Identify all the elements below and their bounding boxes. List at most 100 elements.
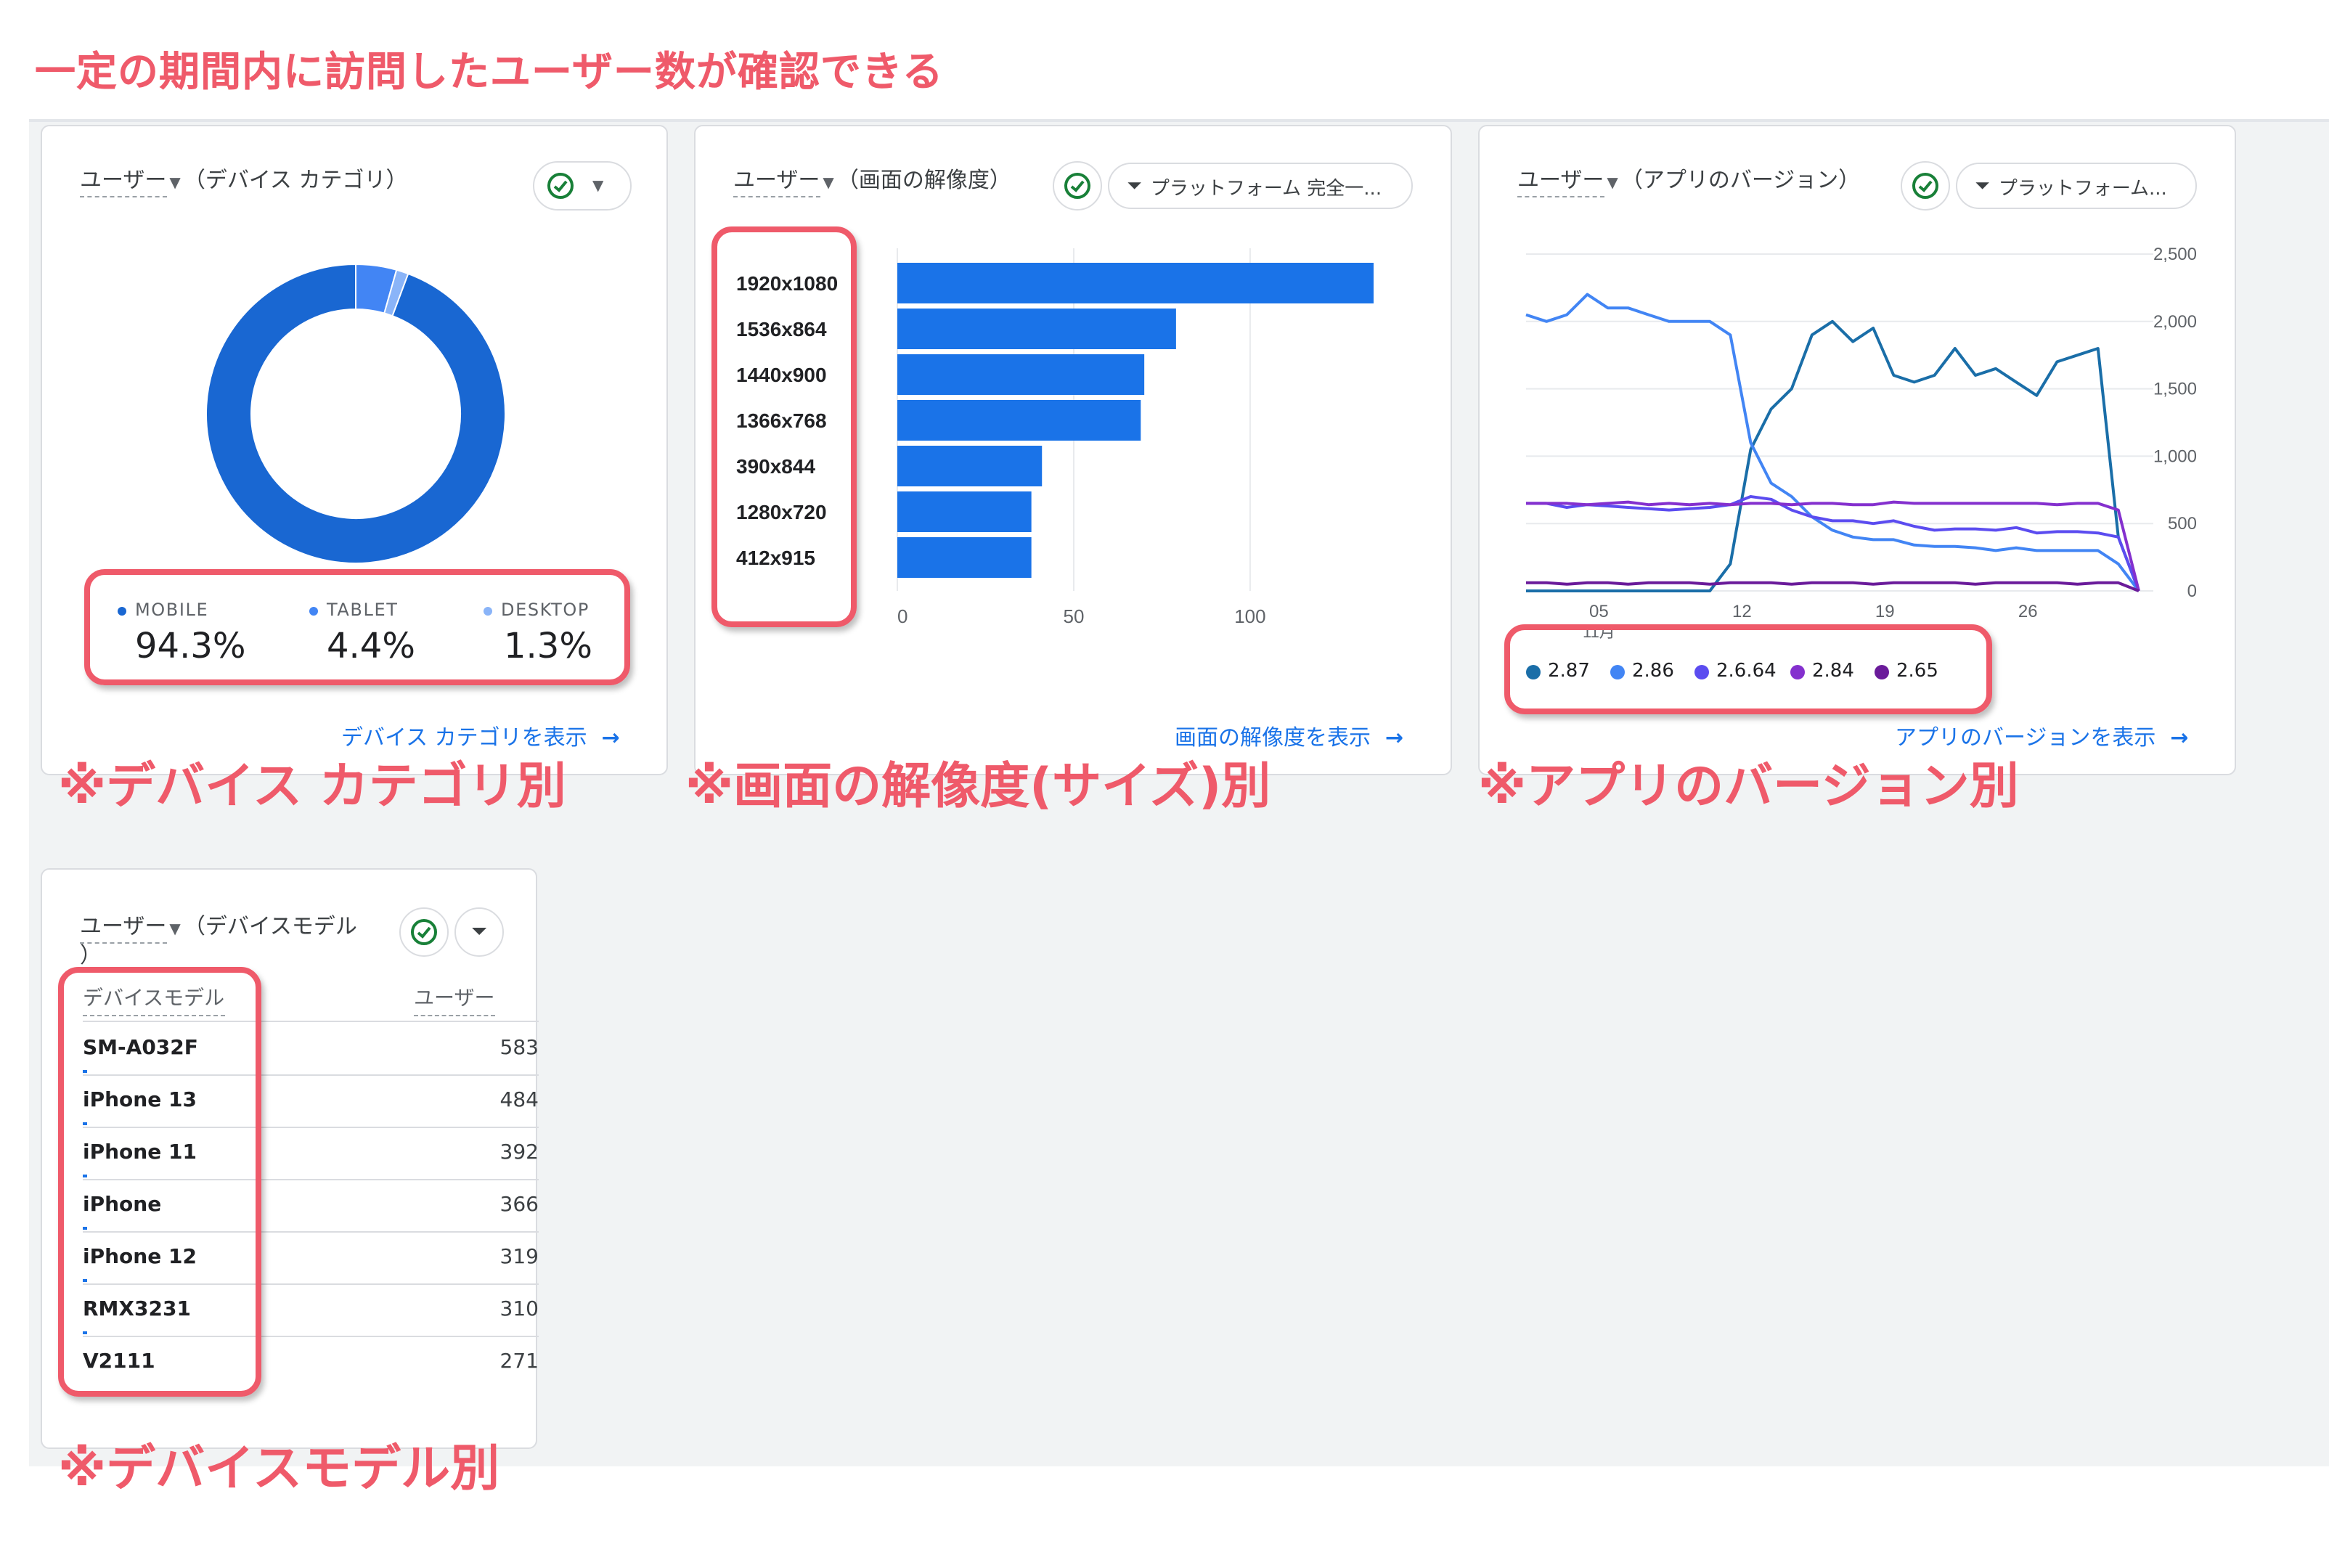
device-model-users: 484: [499, 1089, 539, 1112]
metric-selector[interactable]: ユーザー: [733, 167, 820, 197]
legend-dot: [309, 606, 318, 615]
annotation-device-model: ※デバイスモデル別: [58, 1440, 500, 1498]
device-model-users: 310: [499, 1298, 539, 1321]
table-row[interactable]: iPhone 366: [83, 1180, 539, 1233]
filter-chip-label: プラットフォーム 完全一...: [1150, 178, 1382, 200]
x-tick-label: 26: [2018, 602, 2038, 621]
view-device-category-link[interactable]: デバイス カテゴリを表示 →: [341, 722, 620, 752]
legend-item-2.6.64[interactable]: 2.6.64: [1694, 661, 1777, 682]
column-header-device-model[interactable]: デバイスモデル: [83, 983, 225, 1016]
device-model-title-wrap: ）: [80, 942, 102, 968]
screen-resolution-bar-chart: 0 50 100 1920x1080 1536x864 1440x900 1366x768 3…: [736, 248, 1374, 627]
bar-1440x900[interactable]: [897, 354, 1145, 395]
metric-selector[interactable]: ユーザー: [1517, 167, 1604, 197]
filter-icon: ⏷: [1127, 175, 1142, 197]
device-model-name: V2111: [83, 1350, 155, 1373]
annotation-screen-resolution: ※画面の解像度(サイズ)別: [685, 758, 1271, 816]
view-app-version-link[interactable]: アプリのバージョンを表示 →: [1895, 722, 2189, 752]
arrow-right-icon: →: [601, 724, 620, 751]
legend-text: MOBILE: [135, 600, 209, 620]
bar-390x844[interactable]: [897, 446, 1043, 486]
legend-value-desktop: 1.3%: [504, 626, 592, 666]
table-row[interactable]: iPhone 11 392: [83, 1128, 539, 1180]
series-line-2.84[interactable]: [1526, 500, 2140, 592]
bar-1366x768[interactable]: [897, 400, 1141, 441]
caret-down-icon[interactable]: ▼: [1607, 176, 1618, 192]
row-mini-bar: [83, 1122, 87, 1125]
comparison-check-button[interactable]: [1053, 161, 1102, 211]
caret-down-icon[interactable]: ▼: [169, 176, 181, 192]
filter-button[interactable]: ⏷: [454, 907, 504, 957]
metric-selector[interactable]: ユーザー: [80, 913, 167, 944]
bar-412x915[interactable]: [897, 537, 1032, 578]
caret-down-icon[interactable]: ▼: [823, 176, 834, 192]
legend-text: DESKTOP: [501, 600, 590, 620]
x-tick-label: 19: [1875, 602, 1895, 621]
platform-filter-chip[interactable]: ⏷ プラットフォーム...: [1956, 163, 2197, 209]
legend-label-tablet: TABLET: [309, 600, 399, 620]
legend-dot: [484, 606, 492, 615]
comparison-dropdown[interactable]: ▼: [533, 161, 632, 211]
device-model-card: ユーザー ▼ （デバイスモデル ） ⏷ デバイスモデル ユーザー SM-A032F 5…: [41, 868, 539, 1449]
device-category-title: ユーザー ▼ （デバイス カテゴリ）: [80, 164, 407, 197]
row-mini-bar: [83, 1279, 87, 1282]
column-header-users[interactable]: ユーザー: [414, 983, 495, 1016]
series-line-2.6.64[interactable]: [1526, 495, 2140, 592]
view-link-text: 画面の解像度を表示: [1175, 724, 1371, 751]
legend-label-desktop: DESKTOP: [484, 600, 590, 620]
legend-dot: [1526, 664, 1541, 679]
donut-slice-desktop[interactable]: [383, 269, 409, 317]
row-mini-bar: [83, 1070, 87, 1073]
row-mini-bar: [83, 1331, 87, 1334]
series-line-2.87[interactable]: [1526, 319, 2140, 592]
table-row[interactable]: iPhone 12 319: [83, 1233, 539, 1285]
x-tick-label: 12: [1732, 602, 1752, 621]
y-tick-label: 1,500: [2153, 380, 2197, 399]
device-category-donut-chart: [205, 263, 506, 564]
platform-filter-chip[interactable]: ⏷ プラットフォーム 完全一...: [1108, 163, 1413, 209]
legend-item-2.87[interactable]: 2.87: [1526, 661, 1590, 682]
legend-value-mobile: 94.3%: [135, 626, 246, 666]
series-line-2.65[interactable]: [1526, 581, 2140, 592]
annotation-app-version: ※アプリのバージョン別: [1478, 758, 2019, 816]
legend-item-2.65[interactable]: 2.65: [1875, 661, 1938, 682]
comparison-check-button[interactable]: [399, 907, 449, 957]
legend-dot: [118, 606, 126, 615]
donut-slice-mobile[interactable]: [205, 263, 506, 564]
x-tick-label: 50: [1064, 605, 1085, 627]
screen-resolution-card: ユーザー ▼ （画面の解像度） ⏷ プラットフォーム 完全一... 0 50 100 192…: [694, 125, 1452, 775]
metric-selector[interactable]: ユーザー: [80, 167, 167, 197]
series-line-2.86[interactable]: [1525, 293, 2140, 592]
check-circle-icon: [1912, 173, 1938, 199]
dimension-label: （デバイスモデル: [183, 913, 357, 939]
y-tick-label: 1,000: [2153, 446, 2197, 466]
screen-resolution-title: ユーザー ▼ （画面の解像度）: [733, 164, 1011, 197]
annotation-box-version-legend: [1504, 624, 1992, 714]
table-row[interactable]: iPhone 13 484: [83, 1076, 539, 1128]
bar-1536x864[interactable]: [897, 309, 1176, 349]
arrow-right-icon: →: [1385, 724, 1404, 751]
device-category-card: ユーザー ▼ （デバイス カテゴリ） ▼ MOBILE 94.3% TABLET 4…: [41, 125, 668, 775]
filter-chip-label: プラットフォーム...: [1998, 178, 2167, 200]
legend-item-2.84[interactable]: 2.84: [1790, 661, 1854, 682]
comparison-check-button[interactable]: [1901, 161, 1950, 211]
bar-1920x1080[interactable]: [897, 263, 1374, 303]
y-category-label: 1536x864: [736, 318, 827, 340]
bar-1280x720[interactable]: [897, 491, 1032, 532]
device-model-name: RMX3231: [83, 1298, 191, 1321]
app-version-title: ユーザー ▼ （アプリのバージョン）: [1517, 164, 1861, 197]
caret-down-icon[interactable]: ▼: [169, 922, 181, 938]
app-version-card: ユーザー ▼ （アプリのバージョン） ⏷ プラットフォーム... 2,500 2,000…: [1478, 125, 2236, 775]
dimension-label: （アプリのバージョン）: [1620, 167, 1861, 193]
table-row[interactable]: RMX3231 310: [83, 1285, 539, 1337]
line-chart-legend: 2.87 2.86 2.6.64 2.84 2.65: [1526, 661, 1991, 693]
arrow-right-icon: →: [2170, 724, 2189, 751]
view-screen-resolution-link[interactable]: 画面の解像度を表示 →: [1175, 722, 1403, 752]
device-model-users: 366: [499, 1193, 539, 1217]
legend-item-2.86[interactable]: 2.86: [1610, 661, 1674, 682]
table-row[interactable]: V2111 271: [83, 1337, 539, 1389]
legend-label: 2.87: [1548, 661, 1590, 682]
x-tick-label: 0: [897, 605, 907, 627]
table-row[interactable]: SM-A032F 583: [83, 1024, 539, 1076]
